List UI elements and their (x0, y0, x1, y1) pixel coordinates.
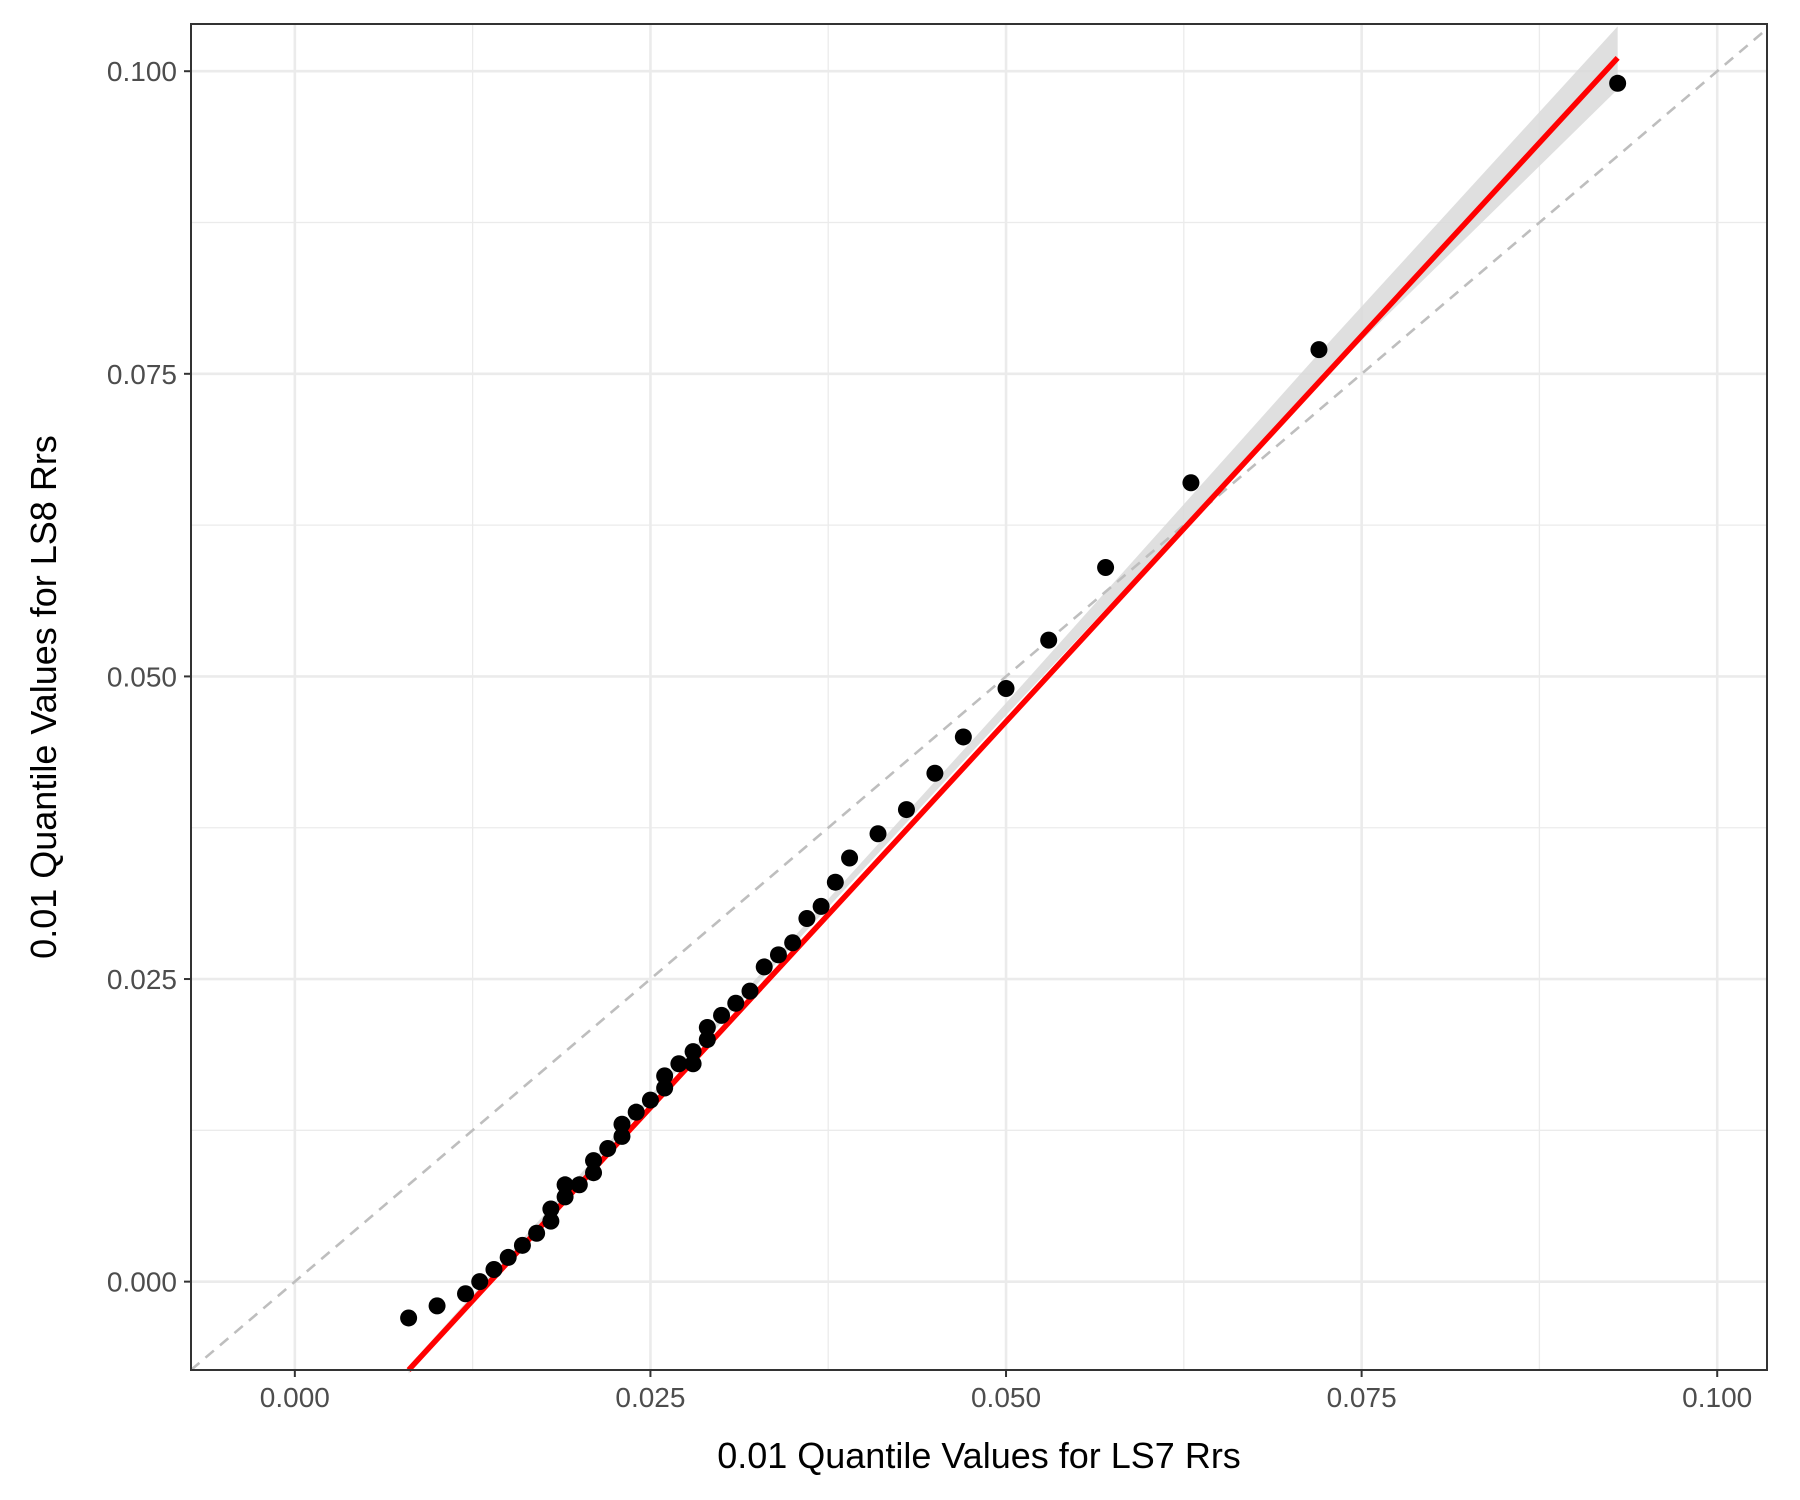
x-tick-label: 0.100 (1682, 1382, 1752, 1413)
data-point (784, 934, 802, 952)
data-point (1097, 558, 1115, 576)
x-axis-title: 0.01 Quantile Values for LS7 Rrs (717, 1435, 1241, 1476)
x-axis-ticks: 0.000 0.025 0.050 0.075 0.100 (260, 1370, 1752, 1413)
data-point (755, 958, 773, 976)
data-point (428, 1297, 446, 1315)
data-point (585, 1164, 603, 1182)
data-point (641, 1091, 659, 1109)
data-point (741, 982, 759, 1000)
y-tick-label: 0.050 (107, 661, 177, 692)
data-point (599, 1139, 617, 1157)
data-point (769, 946, 787, 964)
y-axis-ticks: 0.000 0.025 0.050 0.075 0.100 (107, 56, 191, 1298)
y-tick-label: 0.000 (107, 1267, 177, 1298)
data-point (513, 1236, 531, 1254)
x-tick-label: 0.075 (1327, 1382, 1397, 1413)
data-point (997, 680, 1015, 698)
one-to-one-reference-line (190, 27, 1768, 1371)
data-point (684, 1043, 702, 1061)
data-point (457, 1285, 475, 1303)
data-point (713, 1006, 731, 1024)
data-point (471, 1273, 489, 1291)
data-point (698, 1018, 716, 1036)
data-point (954, 728, 972, 746)
data-point (670, 1055, 688, 1073)
data-point (684, 1055, 702, 1073)
data-points (400, 74, 1627, 1327)
data-point (585, 1152, 603, 1170)
y-axis-title: 0.01 Quantile Values for LS8 Rrs (23, 435, 64, 959)
data-point (656, 1079, 674, 1097)
y-tick-label: 0.100 (107, 56, 177, 87)
x-tick-label: 0.025 (615, 1382, 685, 1413)
data-point (798, 910, 816, 928)
data-point (727, 994, 745, 1012)
data-point (841, 849, 859, 867)
data-point (485, 1261, 503, 1279)
data-point (528, 1224, 546, 1242)
x-tick-label: 0.000 (260, 1382, 330, 1413)
y-tick-label: 0.075 (107, 359, 177, 390)
data-point (1310, 341, 1328, 359)
data-point (499, 1248, 517, 1266)
data-point (400, 1309, 418, 1327)
x-tick-label: 0.050 (971, 1382, 1041, 1413)
data-point (869, 825, 887, 843)
data-point (926, 764, 944, 782)
data-point (556, 1188, 574, 1206)
plot-panel-border (190, 23, 1768, 1371)
data-point (1040, 631, 1058, 649)
data-point (542, 1212, 560, 1230)
data-point (698, 1031, 716, 1049)
data-point (542, 1200, 560, 1218)
data-point (1182, 474, 1200, 492)
data-point (656, 1067, 674, 1085)
data-point (1609, 74, 1627, 92)
data-point (613, 1115, 631, 1133)
y-tick-label: 0.025 (107, 964, 177, 995)
gridlines (191, 24, 1767, 1370)
data-point (627, 1103, 645, 1121)
reference-line-layer (190, 27, 1768, 1371)
confidence-band (408, 26, 1618, 1374)
data-point (570, 1176, 588, 1194)
data-point (556, 1176, 574, 1194)
confidence-band-layer (408, 26, 1618, 1374)
data-point (897, 801, 915, 819)
data-point (812, 897, 830, 915)
data-point (613, 1127, 631, 1145)
data-point (826, 873, 844, 891)
